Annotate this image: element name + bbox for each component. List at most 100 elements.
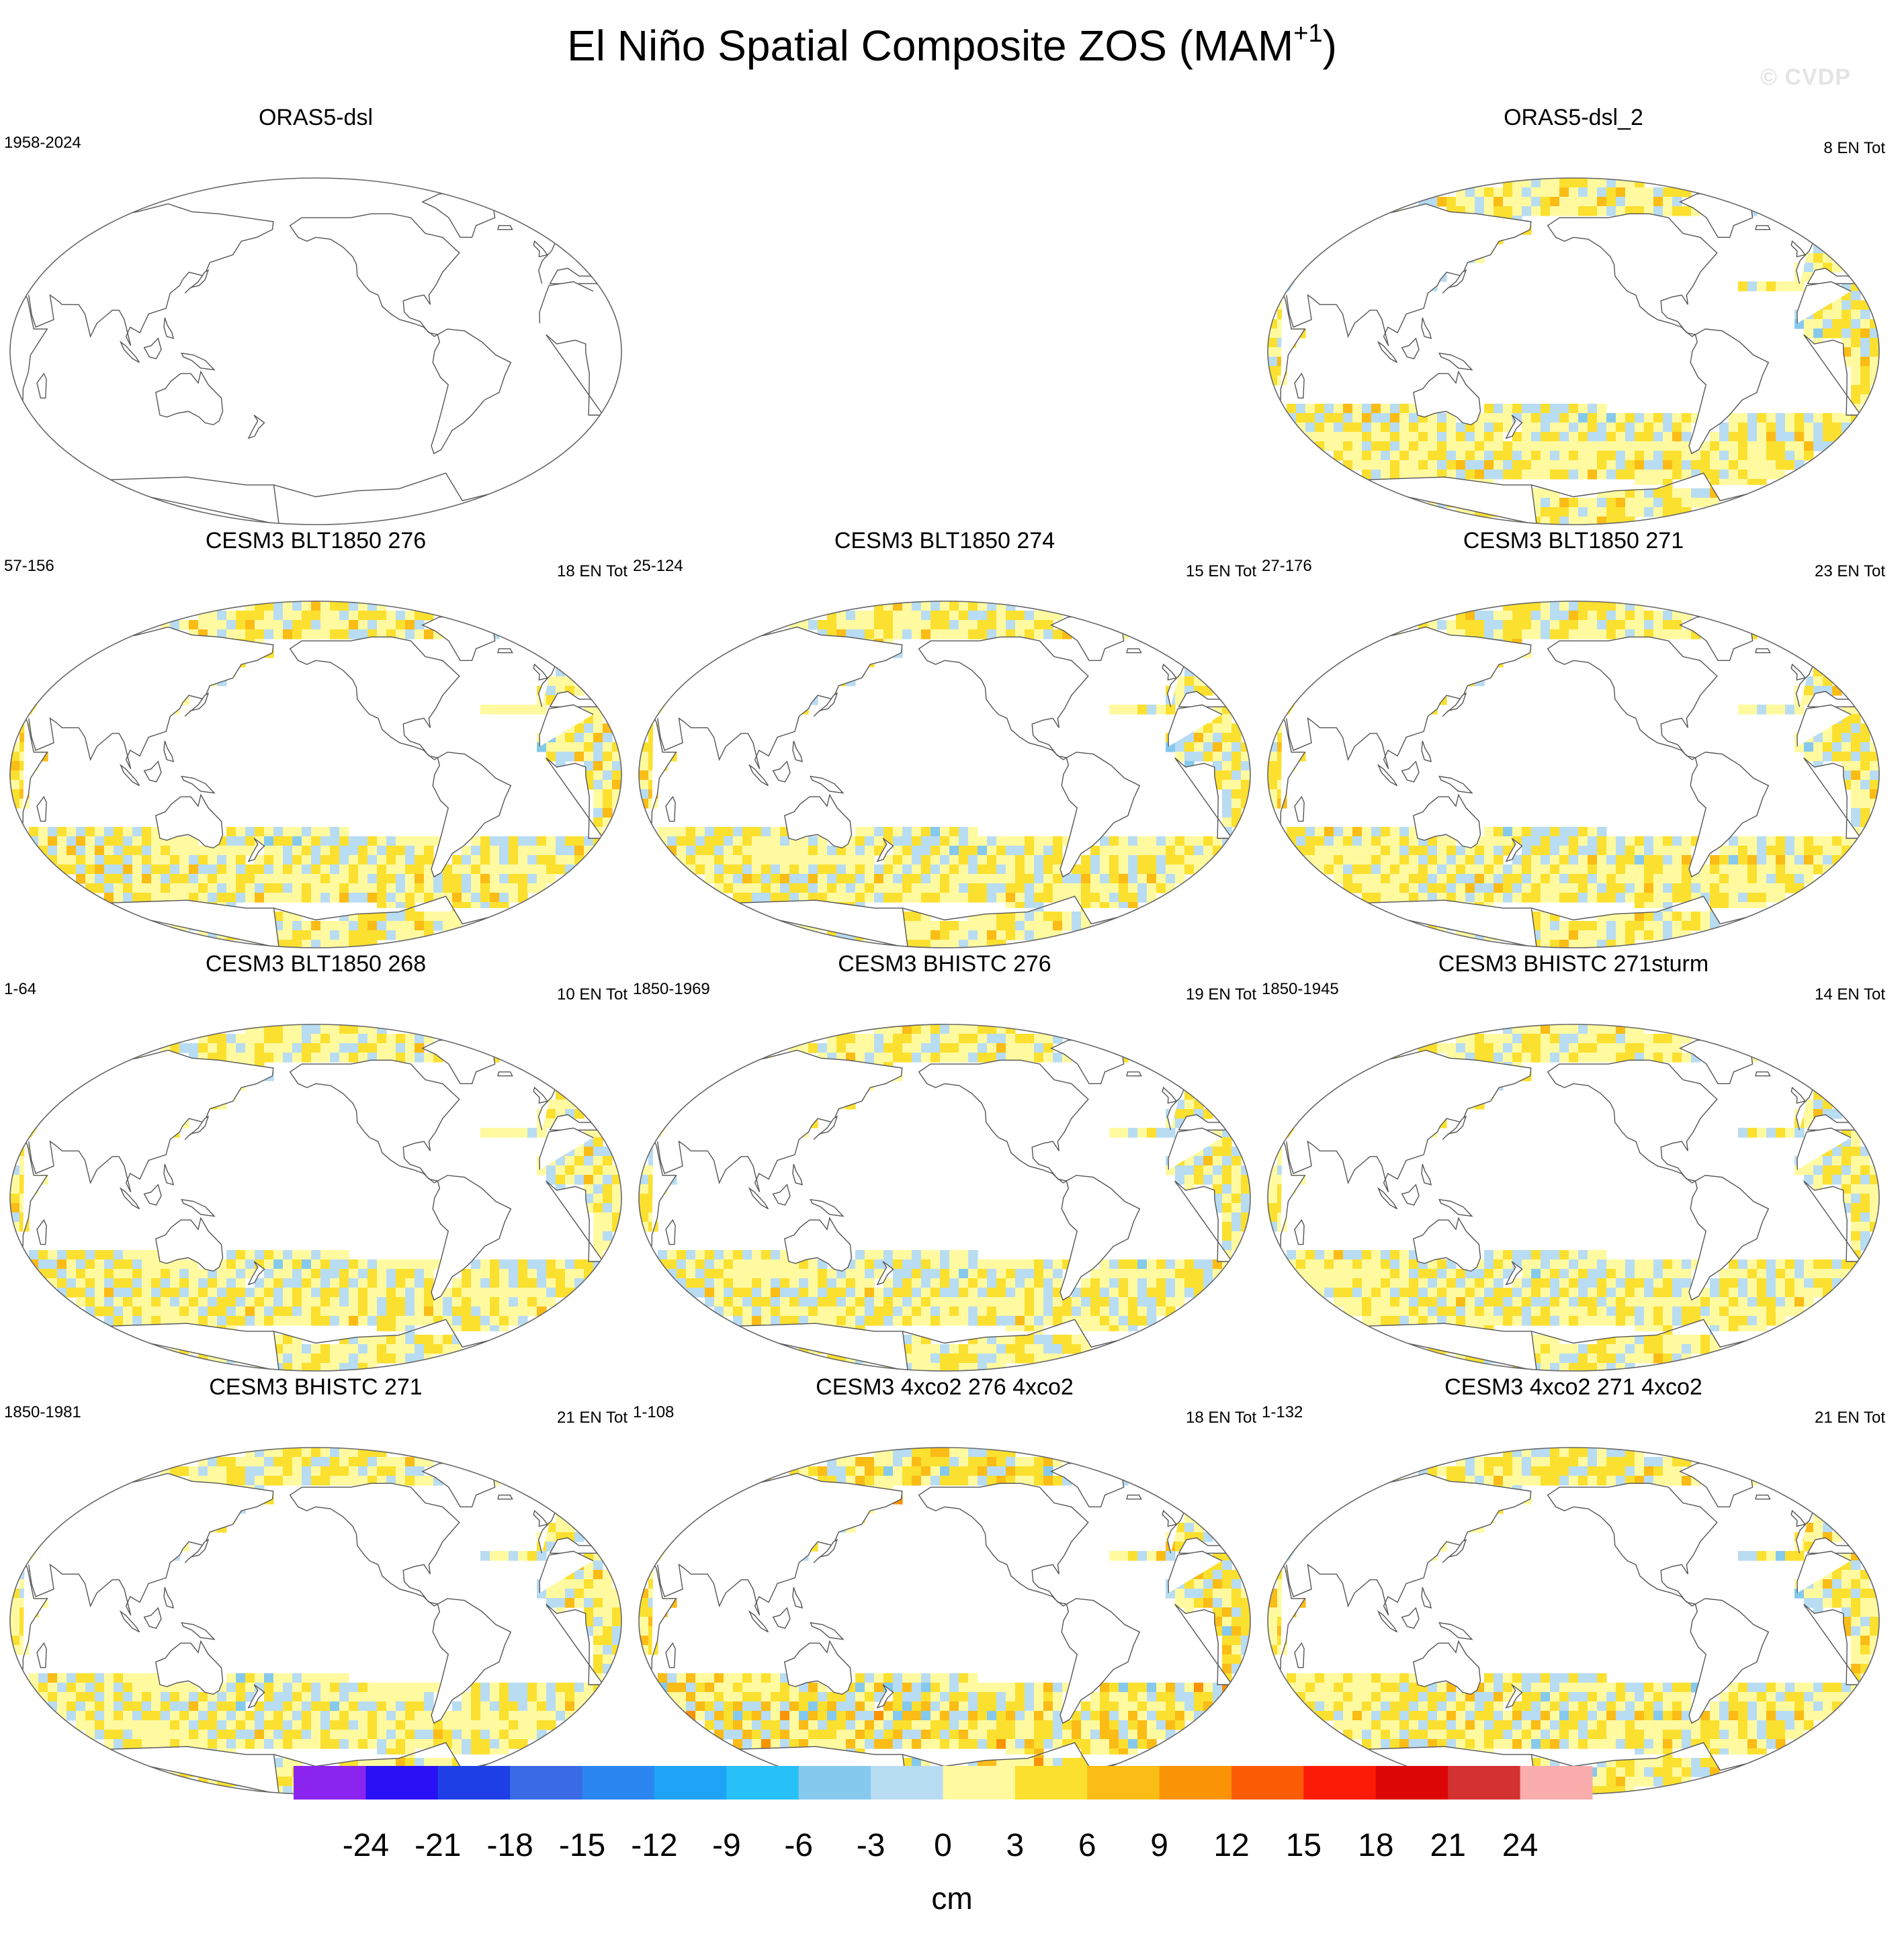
field-cell <box>1156 1297 1166 1307</box>
field-cell <box>339 620 349 630</box>
field-cell <box>1851 752 1861 762</box>
field-cell <box>1081 1297 1091 1307</box>
field-cell <box>1213 846 1223 856</box>
field-cell <box>565 836 575 846</box>
field-cell <box>1203 1269 1213 1279</box>
field-cell <box>396 883 406 893</box>
field-cell <box>1644 413 1654 423</box>
field-cell <box>170 846 180 856</box>
field-cell <box>499 874 509 884</box>
coastline-borneo <box>143 760 162 783</box>
field-cell <box>67 864 77 875</box>
field-cell <box>424 1344 434 1354</box>
field-cell <box>151 846 161 856</box>
field-cell <box>902 1259 912 1270</box>
field-cell <box>1437 432 1447 442</box>
field-cell <box>959 864 969 875</box>
field-cell <box>142 1288 152 1298</box>
field-cell <box>1794 423 1805 433</box>
field-cell <box>424 921 434 931</box>
field-cell <box>1550 921 1560 931</box>
coastline-borneo <box>1401 760 1420 783</box>
field-cell <box>1334 855 1344 865</box>
field-cell <box>273 1269 284 1279</box>
field-cell <box>1465 874 1475 884</box>
coastline-iceland <box>497 225 513 230</box>
field-cell <box>714 846 724 856</box>
field-cell <box>1832 733 1842 743</box>
coastline-uk <box>1790 663 1807 681</box>
field-cell <box>556 676 566 686</box>
field-cell <box>377 1297 387 1307</box>
field-cell <box>198 1316 208 1326</box>
coastline-australia <box>784 793 853 849</box>
field-cell <box>1625 432 1635 442</box>
field-cell <box>292 921 302 931</box>
field-cell <box>921 883 931 893</box>
field-cell <box>1738 893 1748 903</box>
field-cell <box>452 874 462 884</box>
field-cell <box>1352 855 1362 865</box>
field-cell <box>1597 423 1607 433</box>
field-cell <box>1804 423 1814 433</box>
field-cell <box>912 1278 922 1288</box>
field-cell <box>1119 1278 1129 1288</box>
field-cell <box>940 1259 950 1270</box>
field-cell <box>367 1306 378 1317</box>
field-cell <box>752 883 762 893</box>
field-cell <box>593 1203 603 1213</box>
map-4 <box>1267 601 1880 948</box>
coastline-uk <box>1790 240 1807 258</box>
field-cell <box>1625 197 1635 207</box>
field-cell <box>1175 742 1185 752</box>
field-cell <box>1334 404 1344 414</box>
field-cell <box>1231 1222 1242 1232</box>
field-cell <box>1832 310 1842 320</box>
field-cell <box>1166 836 1176 846</box>
field-cell <box>603 761 613 771</box>
field-cell <box>1522 423 1532 433</box>
field-cell <box>1588 940 1598 948</box>
field-cell <box>705 1259 715 1270</box>
field-cell <box>1616 883 1626 893</box>
field-cell <box>1541 611 1551 621</box>
field-cell <box>686 827 696 837</box>
field-cell <box>1456 611 1466 621</box>
field-cell <box>912 629 922 639</box>
field-cell <box>1156 705 1166 715</box>
field-cell <box>855 874 865 884</box>
field-cell <box>1015 846 1025 856</box>
field-cell <box>1494 864 1504 875</box>
field-cell <box>1381 432 1391 442</box>
field-cell <box>377 1316 387 1326</box>
field-cell <box>968 611 978 621</box>
field-cell <box>865 836 875 846</box>
field-cell <box>1616 197 1626 207</box>
field-cell <box>1531 488 1541 498</box>
field-cell <box>1832 752 1842 762</box>
field-cell <box>1804 752 1814 762</box>
field-cell <box>358 1288 368 1298</box>
field-cell <box>1653 864 1663 875</box>
field-cell <box>1522 874 1532 884</box>
field-cell <box>311 893 321 903</box>
field-cell <box>245 1250 255 1260</box>
field-cell <box>1747 855 1758 865</box>
field-cell <box>349 601 359 611</box>
field-cell <box>358 1053 368 1063</box>
field-cell <box>264 1316 274 1326</box>
field-cell <box>302 601 312 611</box>
field-cell <box>1437 620 1447 630</box>
field-cell <box>1578 883 1588 893</box>
field-cell <box>273 883 284 893</box>
field-cell <box>1531 864 1541 875</box>
field-cell <box>1128 836 1138 846</box>
field-cell <box>339 874 349 884</box>
field-cell <box>1710 451 1720 461</box>
field-cell <box>424 1259 434 1270</box>
field-cell <box>1390 470 1400 480</box>
field-cell <box>349 893 359 903</box>
field-cell <box>377 855 387 865</box>
field-cell <box>537 1259 547 1270</box>
field-cell <box>1700 864 1711 875</box>
